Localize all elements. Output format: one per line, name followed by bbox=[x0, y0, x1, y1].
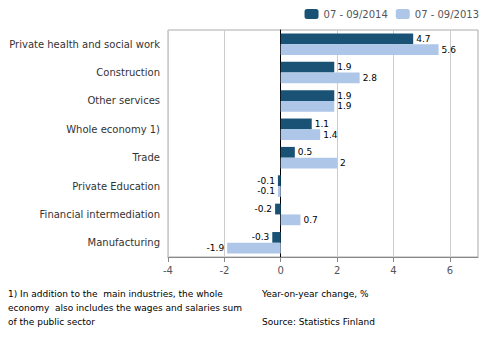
svg-text:0.5: 0.5 bbox=[298, 147, 312, 157]
svg-text:0.7: 0.7 bbox=[303, 215, 317, 225]
svg-text:-1.9: -1.9 bbox=[207, 243, 225, 253]
svg-text:-0.1: -0.1 bbox=[257, 186, 275, 196]
svg-text:Construction: Construction bbox=[96, 67, 160, 78]
svg-text:2.8: 2.8 bbox=[363, 73, 378, 83]
svg-text:Year-on-year change, %: Year-on-year change, % bbox=[261, 289, 369, 299]
svg-text:-0.1: -0.1 bbox=[257, 176, 275, 186]
svg-text:-0.2: -0.2 bbox=[255, 204, 273, 214]
svg-text:-2: -2 bbox=[219, 265, 229, 276]
svg-text:4.7: 4.7 bbox=[416, 34, 430, 44]
svg-text:Manufacturing: Manufacturing bbox=[88, 237, 160, 248]
svg-text:Private health and social work: Private health and social work bbox=[9, 39, 160, 50]
svg-text:07 - 09/2013: 07 - 09/2013 bbox=[415, 9, 479, 20]
svg-text:Source: Statistics Finland: Source: Statistics Finland bbox=[262, 317, 375, 327]
svg-text:1) In addition to the main in: 1) In addition to the main industries, t… bbox=[8, 289, 223, 299]
svg-text:1.9: 1.9 bbox=[337, 91, 352, 101]
svg-text:0: 0 bbox=[278, 265, 284, 276]
svg-text:1.4: 1.4 bbox=[323, 130, 338, 140]
svg-text:5.6: 5.6 bbox=[442, 45, 457, 55]
svg-text:-4: -4 bbox=[163, 265, 173, 276]
svg-text:2: 2 bbox=[340, 158, 346, 168]
svg-text:Trade: Trade bbox=[132, 152, 160, 163]
svg-text:Financial intermediation: Financial intermediation bbox=[40, 209, 160, 220]
svg-text:Other services: Other services bbox=[87, 95, 160, 106]
svg-text:economy also includes the wag: economy also includes the wages and sala… bbox=[8, 303, 242, 313]
svg-text:Private Education: Private Education bbox=[72, 181, 160, 192]
svg-text:4: 4 bbox=[390, 265, 396, 276]
svg-text:6: 6 bbox=[447, 265, 453, 276]
svg-text:1.1: 1.1 bbox=[315, 119, 329, 129]
svg-text:2: 2 bbox=[334, 265, 340, 276]
svg-text:Whole economy 1): Whole economy 1) bbox=[66, 124, 160, 135]
svg-text:1.9: 1.9 bbox=[337, 101, 352, 111]
svg-text:-0.3: -0.3 bbox=[252, 232, 270, 242]
svg-text:1.9: 1.9 bbox=[337, 62, 352, 72]
svg-text:07 - 09/2014: 07 - 09/2014 bbox=[324, 9, 388, 20]
svg-text:of the public sector: of the public sector bbox=[8, 317, 95, 327]
